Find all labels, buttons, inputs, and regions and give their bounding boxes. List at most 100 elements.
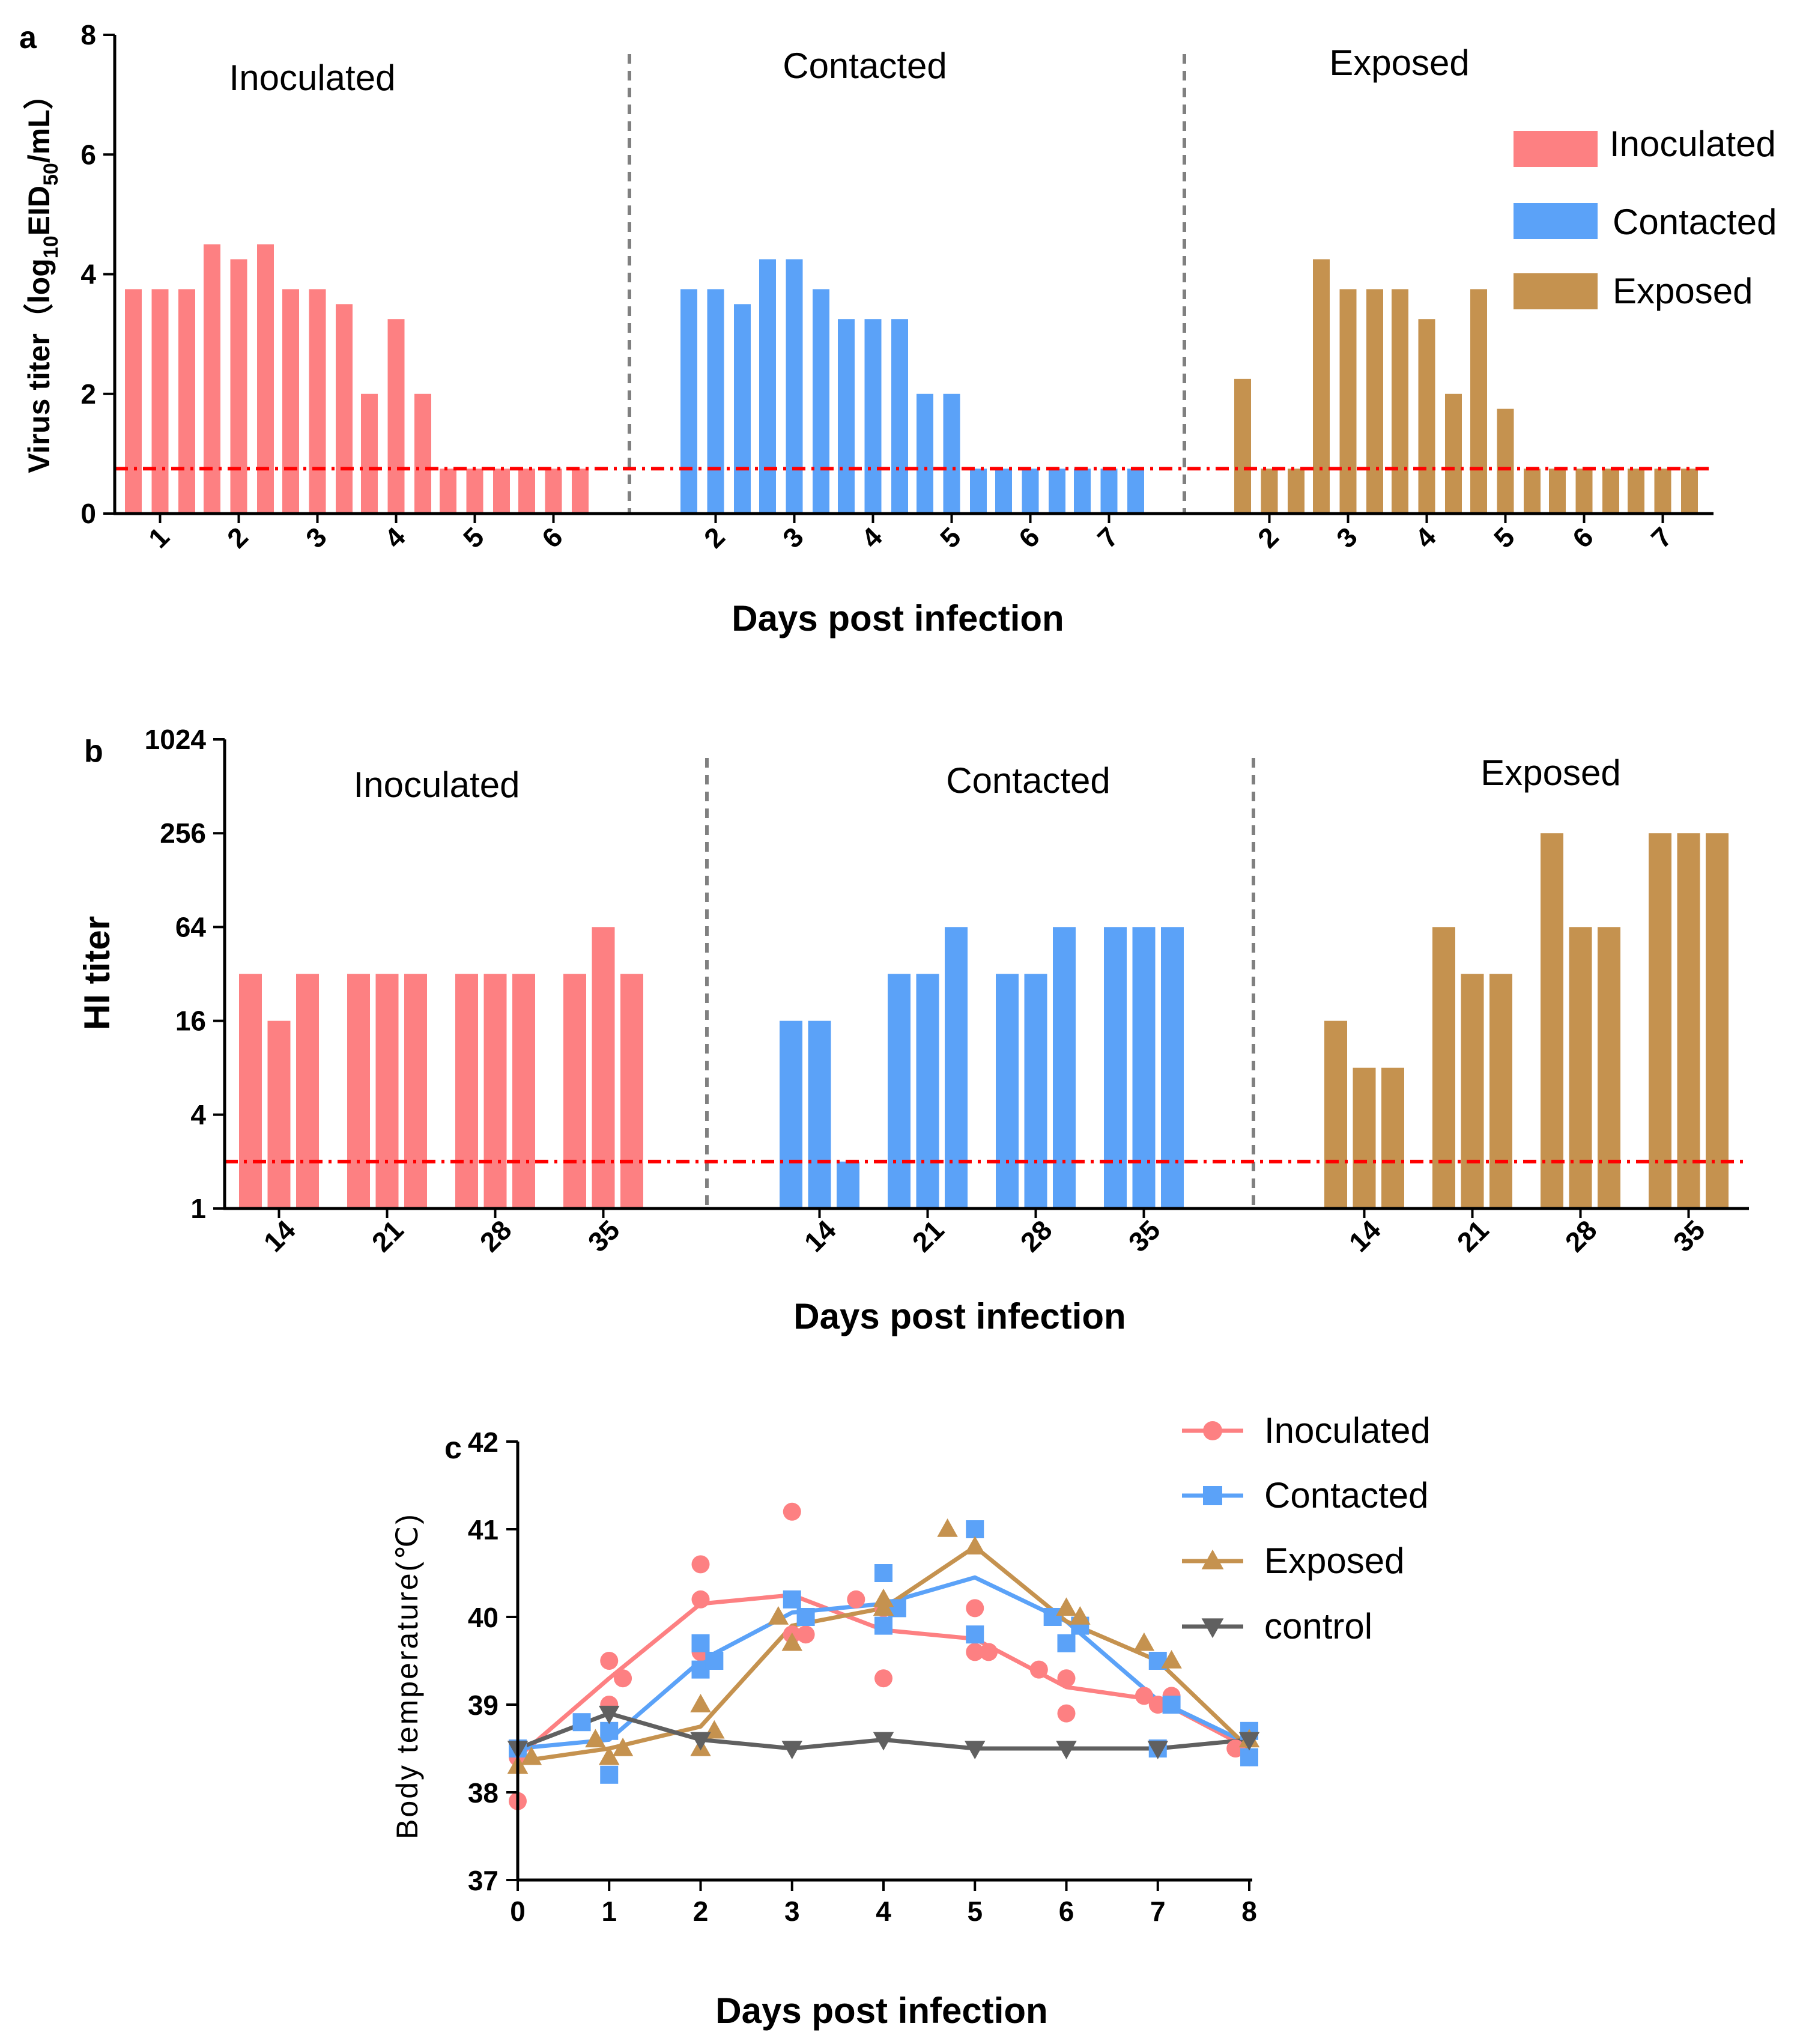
panel-a-y-ticks: 0 2 4 6 8 [80,19,115,529]
bar-a-exposed-day2-2 [1261,469,1278,514]
bar-a-inoculated-day1-2 [151,289,169,514]
panel-a-x-axis-label: Days post infection [732,598,1064,638]
panel-b-x-ticks: 14 21 28 35 14 21 28 35 14 21 28 35 [258,1209,1711,1258]
point-c-contacted-13 [966,1520,984,1538]
point-c-contacted-7 [705,1652,724,1670]
legend-swatch-contacted [1514,203,1598,239]
x-tick-label-b-exposed-28: 28 [1559,1214,1603,1258]
x-tick-label-a-exposed-4: 4 [1409,521,1442,554]
panel-b-y-axis-label: HI titer [77,916,117,1030]
point-c-inoculated-21 [1135,1687,1153,1705]
point-c-inoculated-12 [847,1590,865,1609]
bar-b-inoculated-day28-2 [483,974,507,1209]
y-tick-label-a-0: 0 [80,498,96,529]
bar-a-inoculated-day2-2 [230,259,247,514]
panel-c-y-axis-label: Body temperature(℃) [390,1512,424,1839]
y-tick-label-b-1: 1 [190,1193,206,1224]
bar-b-contacted-day35-2 [1132,927,1156,1209]
panel-b-letter: b [84,734,103,769]
point-c-exposed-5 [612,1738,634,1756]
bar-a-inoculated-day3-1 [282,289,299,514]
bar-a-contacted-day2-3 [734,304,751,514]
bar-a-exposed-day3-3 [1366,289,1383,514]
point-c-control-4 [781,1741,802,1759]
x-tick-label-b-inoculated-35: 35 [582,1214,626,1258]
bar-b-inoculated-day14-1 [239,974,262,1209]
bar-b-contacted-day21-1 [888,974,911,1209]
bar-b-exposed-day21-1 [1432,927,1455,1209]
x-tick-label-c-5: 5 [967,1896,983,1927]
y-tick-label-c-38: 38 [468,1777,498,1809]
bar-a-contacted-day6-3 [1049,469,1065,514]
point-c-exposed-9 [768,1606,789,1625]
panel-c-body-temperature-chart: 37 38 39 40 41 42 0 1 2 3 4 5 6 7 8 Body temperature(… [390,1410,1431,2031]
point-c-contacted-2 [572,1713,591,1732]
y-tick-label-b-1024: 1024 [145,724,207,755]
bar-b-inoculated-day21-3 [404,974,427,1209]
y-tick-label-c-37: 37 [468,1865,498,1896]
panel-c-x-axis-label: Days post infection [715,1991,1047,2031]
bar-a-contacted-day3-3 [813,289,829,514]
point-c-contacted-8 [783,1590,801,1609]
point-c-inoculated-24 [1226,1739,1245,1757]
legend-label-c-exposed: Exposed [1264,1541,1405,1581]
point-c-exposed-17 [1133,1632,1155,1651]
x-tick-label-a-inoculated-1: 1 [142,521,175,554]
point-c-exposed-18 [1161,1650,1182,1669]
point-c-contacted-16 [1057,1634,1076,1652]
bar-a-inoculated-day5-3 [493,469,510,514]
bar-b-inoculated-day28-3 [512,974,535,1209]
point-c-control-9 [1238,1732,1260,1751]
bar-a-inoculated-day3-3 [336,304,353,514]
point-c-contacted-15 [1043,1608,1062,1626]
point-c-inoculated-22 [1148,1696,1167,1714]
bar-b-exposed-day14-2 [1353,1067,1376,1209]
bar-b-exposed-day21-3 [1489,974,1512,1209]
point-c-exposed-13 [937,1518,958,1537]
x-tick-label-a-contacted-7: 7 [1091,521,1124,554]
bar-a-exposed-day6-1 [1549,469,1566,514]
bar-b-exposed-day28-3 [1598,927,1620,1209]
y-tick-label-c-41: 41 [468,1514,498,1545]
legend-marker-c-contacted [1203,1486,1222,1505]
bar-b-inoculated-day35-3 [620,974,643,1209]
bar-b-contacted-day28-1 [996,974,1019,1209]
panel-b-y-ticks: 1 4 16 64 256 1024 [145,724,225,1224]
legend-label-contacted: Contacted [1613,202,1777,242]
panel-a-legend: Inoculated Contacted Exposed [1514,124,1777,311]
point-c-inoculated-16 [966,1643,984,1661]
bar-a-inoculated-day2-3 [257,244,274,514]
bar-a-contacted-day7-2 [1100,469,1118,514]
y-tick-label-c-40: 40 [468,1602,498,1633]
panel-a-group-label-inoculated: Inoculated [229,58,396,98]
bar-a-exposed-day7-2 [1654,469,1671,514]
x-tick-label-b-exposed-35: 35 [1667,1214,1711,1258]
x-tick-label-b-contacted-21: 21 [906,1214,950,1258]
bar-a-inoculated-day4-3 [414,393,431,514]
point-c-control-8 [1147,1741,1168,1759]
x-tick-label-a-exposed-3: 3 [1330,521,1363,554]
point-c-inoculated-18 [1029,1660,1048,1679]
point-c-inoculated-17 [980,1643,998,1661]
y-tick-label-a-8: 8 [80,19,96,50]
legend-label-c-inoculated: Inoculated [1264,1410,1431,1451]
x-tick-label-c-7: 7 [1150,1896,1166,1927]
panel-b-group-label-inoculated: Inoculated [354,765,520,805]
legend-label-c-contacted: Contacted [1264,1475,1429,1515]
bar-a-contacted-day2-1 [680,289,697,514]
point-c-inoculated-15 [966,1599,984,1618]
x-tick-label-c-4: 4 [876,1896,891,1927]
x-tick-label-a-contacted-5: 5 [934,521,967,554]
x-tick-label-a-exposed-2: 2 [1252,521,1285,554]
y-tick-label-a-2: 2 [80,378,96,410]
point-c-exposed-12 [873,1588,894,1607]
point-c-inoculated-5 [614,1669,632,1688]
bar-a-inoculated-day4-1 [361,393,378,514]
bar-b-contacted-day14-1 [780,1020,802,1209]
bar-a-exposed-day4-3 [1445,393,1462,514]
x-tick-label-c-3: 3 [784,1896,800,1927]
y-tick-label-c-42: 42 [468,1427,498,1458]
bar-a-contacted-day3-2 [786,259,803,514]
